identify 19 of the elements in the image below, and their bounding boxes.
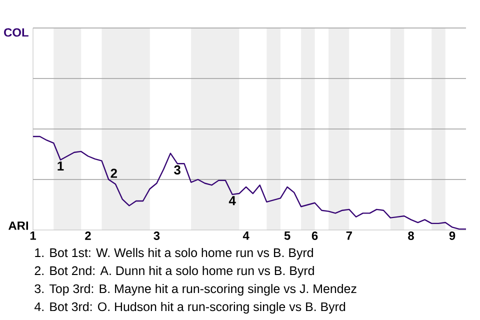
text: 3. Top 3rd: B. Mayne hit a run-scoring single vs J. Mendez xyxy=(34,284,356,296)
annotation: 1 xyxy=(58,162,64,170)
x-tick-label: 8 xyxy=(408,232,414,240)
x-tick-label: 2 xyxy=(85,232,91,240)
text: 2. Bot 2nd: A. Dunn hit a solo home run vs B. Byrd xyxy=(34,266,314,278)
x-tick-label: 9 xyxy=(449,232,456,240)
x-tick-label: 1 xyxy=(30,232,36,240)
text: COL xyxy=(4,28,28,37)
text: 4. Bot 3rd: O. Hudson hit a run-scoring single vs B. Byrd xyxy=(34,302,346,314)
annotation: 2 xyxy=(110,168,117,178)
x-tick-label: 5 xyxy=(284,232,290,240)
annotation: 3 xyxy=(174,165,180,174)
x-tick-label: 4 xyxy=(242,232,250,240)
x-tick-label: 7 xyxy=(346,232,352,240)
x-tick-label: 6 xyxy=(312,232,318,240)
x-tick-label: 3 xyxy=(154,232,160,240)
annotation: 4 xyxy=(228,196,236,206)
text: ARI xyxy=(8,222,28,230)
text: 1. Bot 1st: W. Wells hit a solo home run vs B. Byrd xyxy=(35,248,313,260)
